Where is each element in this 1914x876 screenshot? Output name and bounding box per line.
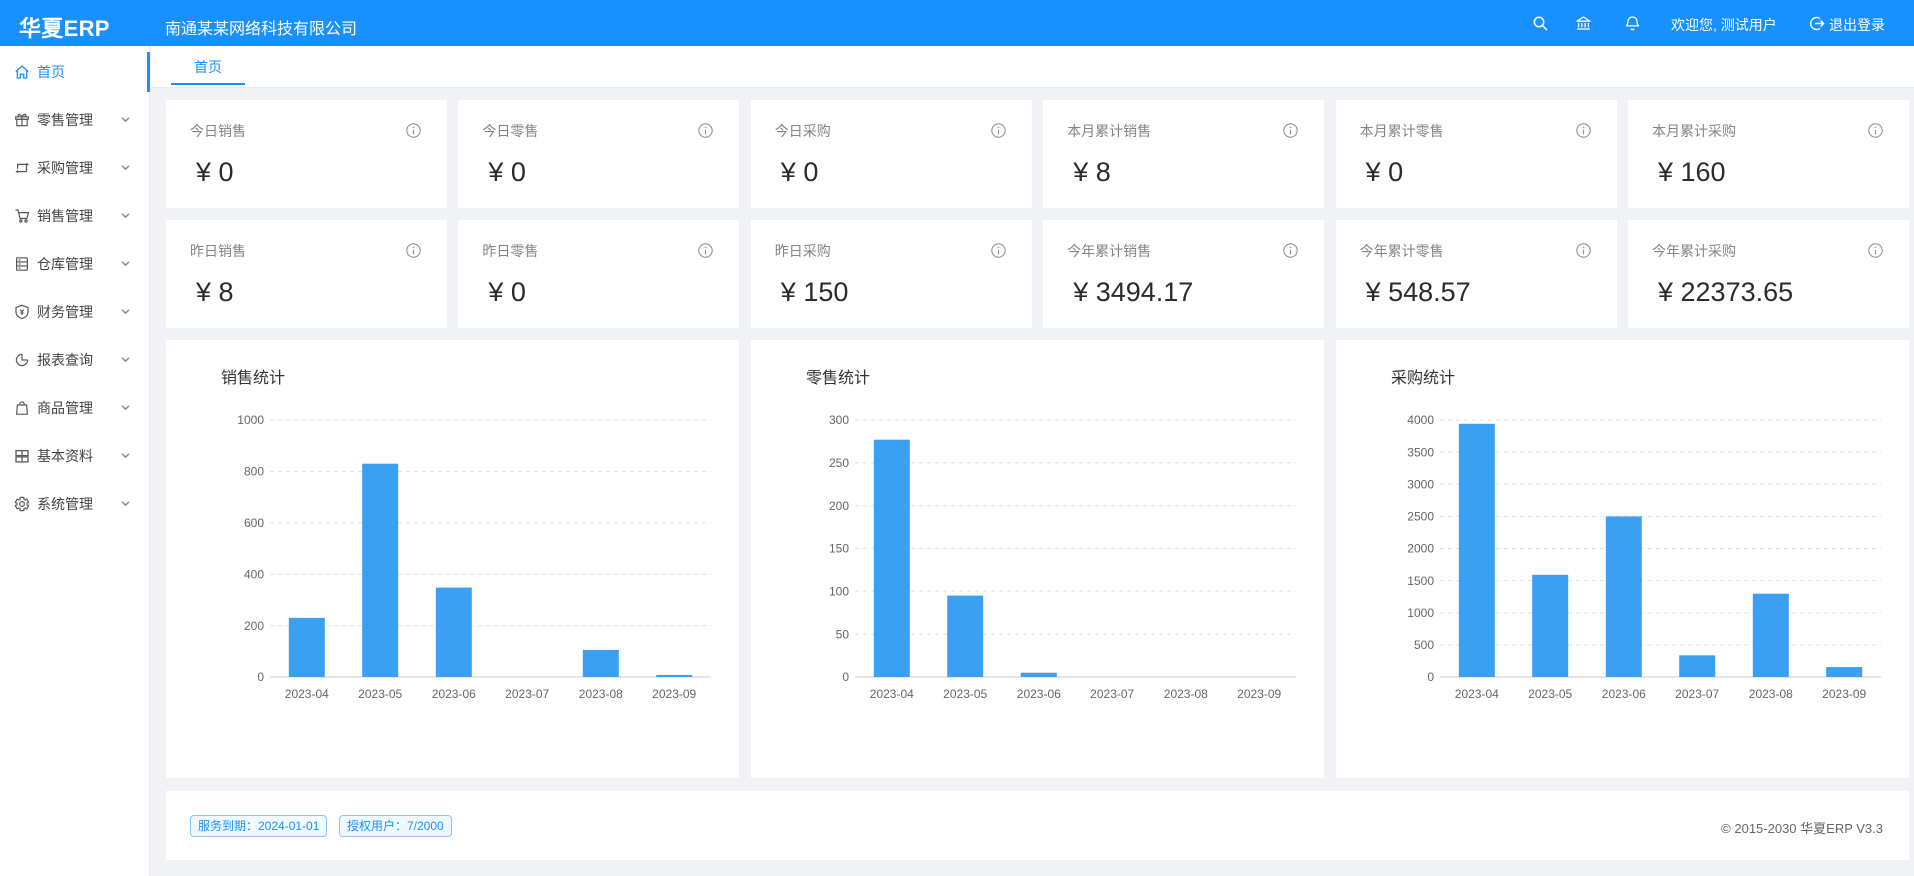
svg-text:2023-05: 2023-05 — [358, 687, 402, 701]
svg-text:0: 0 — [257, 670, 264, 684]
svg-text:2023-06: 2023-06 — [1017, 687, 1061, 701]
svg-text:2023-08: 2023-08 — [579, 687, 623, 701]
svg-text:2023-04: 2023-04 — [285, 687, 329, 701]
svg-text:0: 0 — [1427, 670, 1434, 684]
svg-text:500: 500 — [1414, 638, 1434, 652]
svg-text:2023-04: 2023-04 — [1455, 687, 1499, 701]
svg-text:3000: 3000 — [1407, 477, 1434, 491]
svg-text:0: 0 — [842, 670, 849, 684]
svg-text:2023-09: 2023-09 — [1237, 687, 1281, 701]
svg-text:250: 250 — [829, 456, 849, 470]
svg-text:200: 200 — [244, 619, 264, 633]
svg-text:2023-05: 2023-05 — [943, 687, 987, 701]
svg-text:2023-04: 2023-04 — [870, 687, 914, 701]
svg-text:采购统计: 采购统计 — [1391, 369, 1455, 387]
svg-text:1500: 1500 — [1407, 574, 1434, 588]
svg-text:2023-05: 2023-05 — [1528, 687, 1572, 701]
svg-text:2023-07: 2023-07 — [1675, 687, 1719, 701]
svg-text:1000: 1000 — [237, 413, 264, 427]
svg-text:200: 200 — [829, 499, 849, 513]
svg-text:4000: 4000 — [1407, 413, 1434, 427]
svg-text:2023-06: 2023-06 — [432, 687, 476, 701]
svg-text:2023-09: 2023-09 — [652, 687, 696, 701]
svg-text:600: 600 — [244, 516, 264, 530]
svg-text:2023-09: 2023-09 — [1822, 687, 1866, 701]
svg-text:300: 300 — [829, 413, 849, 427]
svg-text:100: 100 — [829, 585, 849, 599]
svg-text:400: 400 — [244, 567, 264, 581]
svg-text:2023-06: 2023-06 — [1602, 687, 1646, 701]
svg-text:150: 150 — [829, 542, 849, 556]
svg-text:2000: 2000 — [1407, 542, 1434, 556]
svg-text:2023-07: 2023-07 — [505, 687, 549, 701]
svg-text:50: 50 — [836, 627, 850, 641]
svg-text:2500: 2500 — [1407, 510, 1434, 524]
svg-text:销售统计: 销售统计 — [221, 369, 285, 387]
svg-text:3500: 3500 — [1407, 445, 1434, 459]
svg-text:800: 800 — [244, 465, 264, 479]
svg-text:2023-08: 2023-08 — [1164, 687, 1208, 701]
svg-text:2023-08: 2023-08 — [1749, 687, 1793, 701]
svg-text:1000: 1000 — [1407, 606, 1434, 620]
svg-text:零售统计: 零售统计 — [806, 369, 870, 387]
svg-text:2023-07: 2023-07 — [1090, 687, 1134, 701]
